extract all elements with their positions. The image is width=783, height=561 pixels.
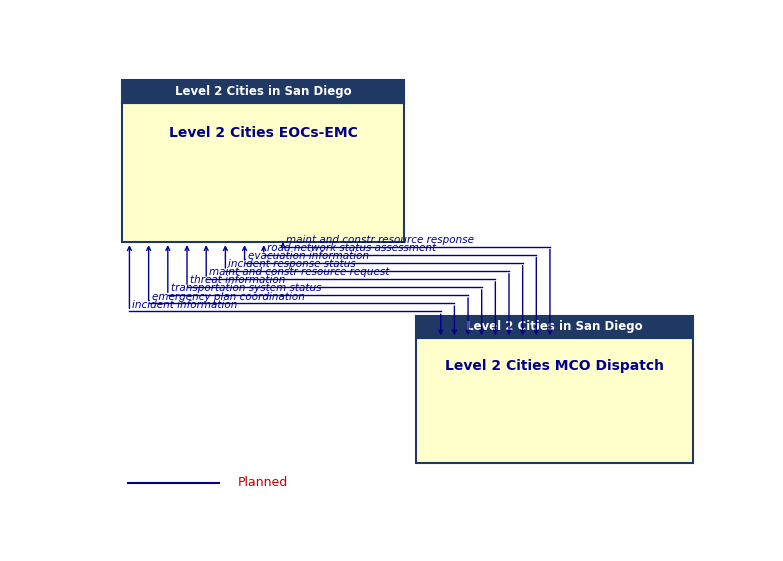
Text: road network status assessment: road network status assessment <box>267 243 436 253</box>
Text: transportation system status: transportation system status <box>171 283 321 293</box>
Text: Level 2 Cities in San Diego: Level 2 Cities in San Diego <box>175 85 352 98</box>
Text: maint and constr resource response: maint and constr resource response <box>286 235 474 245</box>
Text: incident information: incident information <box>132 300 238 310</box>
Text: maint and constr resource request: maint and constr resource request <box>209 267 390 277</box>
Text: Level 2 Cities EOCs-EMC: Level 2 Cities EOCs-EMC <box>169 126 358 140</box>
Text: evacuation information: evacuation information <box>247 251 369 261</box>
Text: Level 2 Cities MCO Dispatch: Level 2 Cities MCO Dispatch <box>445 358 664 373</box>
Text: Planned: Planned <box>237 476 287 489</box>
Text: incident response status: incident response status <box>229 259 356 269</box>
Text: emergency plan coordination: emergency plan coordination <box>152 292 305 302</box>
Text: threat information: threat information <box>190 275 286 286</box>
Bar <box>122 80 404 103</box>
Bar <box>122 103 404 242</box>
Bar <box>417 338 693 463</box>
Text: Level 2 Cities in San Diego: Level 2 Cities in San Diego <box>466 320 643 333</box>
Bar <box>417 316 693 338</box>
